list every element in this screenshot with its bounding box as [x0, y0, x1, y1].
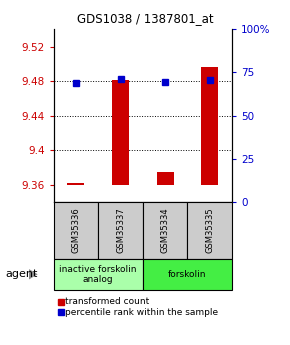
Bar — [68, 183, 84, 185]
Bar — [201, 67, 218, 185]
Text: forskolin: forskolin — [168, 270, 207, 279]
Text: GSM35336: GSM35336 — [71, 207, 80, 253]
Bar — [98, 202, 143, 259]
Polygon shape — [29, 269, 38, 279]
Text: agent: agent — [6, 269, 38, 279]
Bar — [157, 172, 174, 185]
Text: percentile rank within the sample: percentile rank within the sample — [65, 308, 218, 317]
Text: GSM35337: GSM35337 — [116, 207, 125, 253]
Text: GSM35335: GSM35335 — [205, 207, 214, 253]
Text: transformed count: transformed count — [65, 297, 150, 306]
Text: GSM35334: GSM35334 — [161, 207, 170, 253]
Bar — [54, 202, 98, 259]
Bar — [187, 202, 232, 259]
Bar — [112, 80, 129, 185]
Text: inactive forskolin
analog: inactive forskolin analog — [59, 265, 137, 284]
Bar — [54, 259, 143, 290]
Bar — [143, 202, 187, 259]
Bar — [143, 259, 232, 290]
Text: GDS1038 / 1387801_at: GDS1038 / 1387801_at — [77, 12, 213, 25]
